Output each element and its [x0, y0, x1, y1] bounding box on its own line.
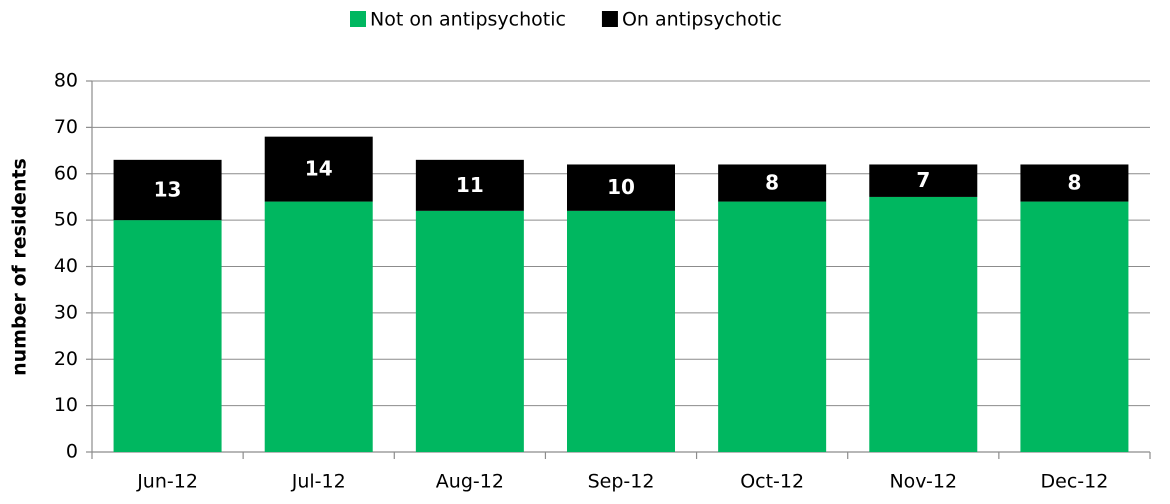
data-label: 11 — [456, 173, 484, 197]
bar-segment — [264, 201, 373, 452]
x-tick-label: Aug-12 — [436, 471, 504, 493]
y-tick-label: 0 — [66, 441, 78, 463]
y-axis-label: number of residents — [9, 158, 31, 376]
x-tick-label: Jul-12 — [291, 471, 346, 493]
x-tick-label: Jun-12 — [136, 471, 198, 493]
data-label: 10 — [607, 175, 635, 199]
y-tick-label: 40 — [54, 255, 78, 277]
bar-segment — [264, 136, 373, 202]
bar-segment — [113, 220, 222, 452]
data-label: 8 — [1067, 171, 1081, 195]
data-label: 13 — [154, 177, 182, 201]
bar-segment — [415, 159, 524, 211]
legend-swatch — [350, 11, 366, 27]
bar-segment — [415, 210, 524, 452]
bar-segment — [869, 196, 978, 452]
x-tick-label: Nov-12 — [889, 471, 957, 493]
bar-segment — [113, 159, 222, 221]
x-tick-label: Sep-12 — [588, 471, 655, 493]
x-tick-label: Dec-12 — [1041, 471, 1109, 493]
legend-swatch — [601, 11, 618, 27]
bar-segment — [1020, 164, 1129, 202]
y-tick-label: 80 — [54, 70, 78, 92]
legend-label: Not on antipsychotic — [370, 9, 566, 31]
data-label: 7 — [916, 168, 930, 192]
bar-segment — [567, 164, 675, 211]
y-tick-label: 50 — [54, 209, 78, 231]
data-label: 8 — [765, 171, 779, 195]
bar-segment — [718, 201, 827, 452]
y-tick-label: 20 — [54, 348, 78, 370]
data-label: 14 — [305, 157, 333, 181]
y-tick-label: 30 — [54, 301, 78, 323]
bar-segment — [1020, 201, 1129, 452]
bar-segment — [718, 164, 827, 202]
y-tick-label: 60 — [54, 162, 78, 184]
bar-segment — [869, 164, 978, 197]
y-tick-label: 70 — [54, 116, 78, 138]
bar-segment — [567, 210, 675, 452]
y-tick-label: 10 — [54, 394, 78, 416]
legend-label: On antipsychotic — [622, 9, 782, 31]
x-tick-label: Oct-12 — [740, 471, 804, 493]
